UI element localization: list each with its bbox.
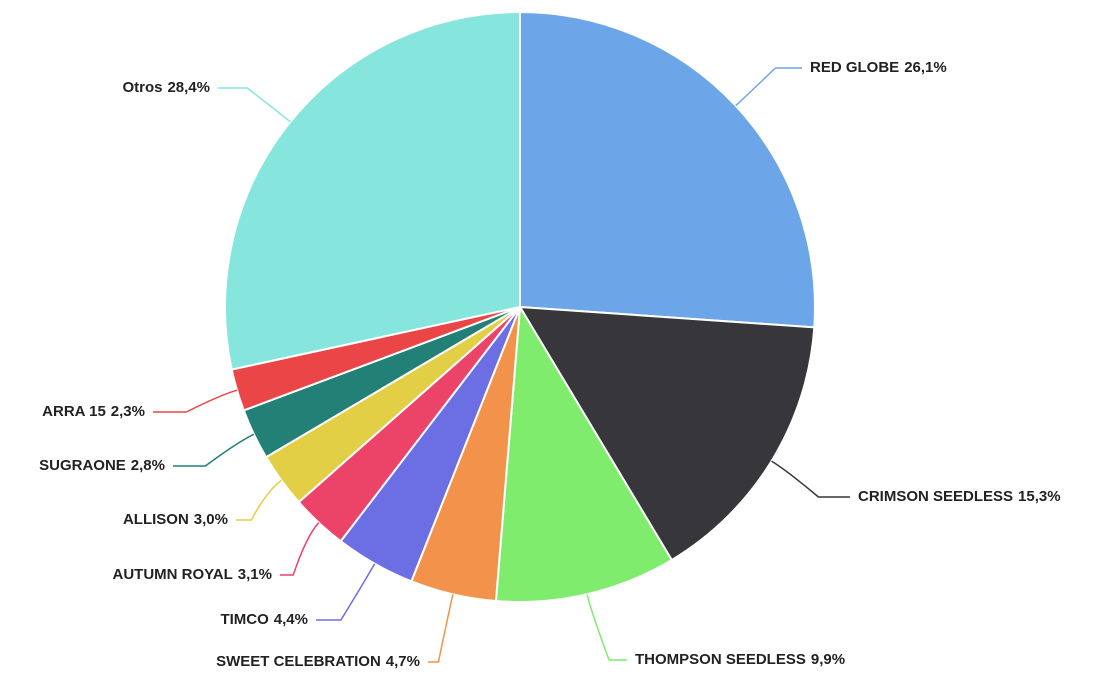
slice-label: ALLISON 3,0% <box>123 511 228 528</box>
pie-slice <box>494 303 674 603</box>
leader-line <box>316 563 376 621</box>
slice-name: ARRA 15 <box>42 403 106 420</box>
leader-line <box>280 522 320 576</box>
leader-line <box>153 389 238 413</box>
leader-line <box>218 87 291 123</box>
slice-value: 3,1% <box>238 566 272 583</box>
slice-name: RED GLOBE <box>810 59 899 76</box>
leader-line <box>771 460 850 498</box>
pie-slice <box>224 10 521 371</box>
leader-line <box>428 594 454 663</box>
slice-value: 2,3% <box>111 403 145 420</box>
slice-value: 9,9% <box>811 651 845 668</box>
slice-label: THOMPSON SEEDLESS 9,9% <box>635 651 845 668</box>
slice-label: Otros 28,4% <box>122 79 210 96</box>
slice-value: 4,7% <box>386 653 420 670</box>
slice-label: AUTUMN ROYAL 3,1% <box>113 566 272 583</box>
slice-value: 28,4% <box>167 79 210 96</box>
leader-line <box>586 594 627 661</box>
slice-label: TIMCO 4,4% <box>220 611 308 628</box>
pie-slice <box>519 10 816 329</box>
leader-line <box>735 67 802 107</box>
slice-name: Otros <box>122 79 162 96</box>
leader-line <box>173 433 255 467</box>
slice-value: 4,4% <box>274 611 308 628</box>
slice-name: AUTUMN ROYAL <box>113 566 233 583</box>
slice-name: ALLISON <box>123 511 189 528</box>
slice-label: ARRA 15 2,3% <box>42 403 145 420</box>
slice-name: TIMCO <box>220 611 269 628</box>
slice-value: 2,8% <box>131 457 165 474</box>
slice-label: SWEET CELEBRATION 4,7% <box>216 653 420 670</box>
leader-line <box>236 479 282 521</box>
slice-name: THOMPSON SEEDLESS <box>635 651 806 668</box>
slice-label: CRIMSON SEEDLESS 15,3% <box>858 488 1061 505</box>
slice-name: SUGRAONE <box>39 457 126 474</box>
slice-label: SUGRAONE 2,8% <box>39 457 165 474</box>
slice-value: 15,3% <box>1018 488 1061 505</box>
slice-value: 3,0% <box>194 511 228 528</box>
slice-name: CRIMSON SEEDLESS <box>858 488 1013 505</box>
slice-label: RED GLOBE 26,1% <box>810 59 947 76</box>
slice-name: SWEET CELEBRATION <box>216 653 381 670</box>
slice-value: 26,1% <box>904 59 947 76</box>
